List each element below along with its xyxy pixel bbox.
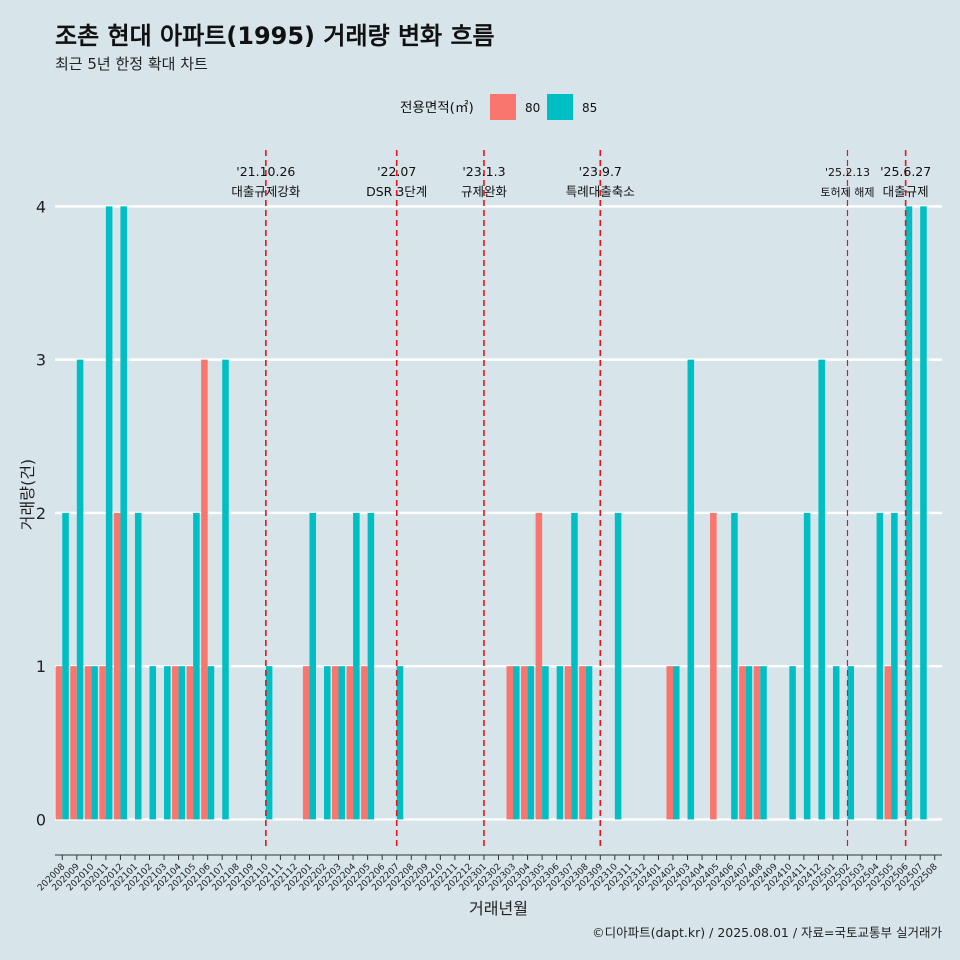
- bar-85-202412: [818, 359, 825, 820]
- event-name-label: 대출규제강화: [231, 184, 301, 199]
- bar-80-202106: [201, 359, 208, 820]
- bar-80-202405: [710, 512, 717, 820]
- bar-85-202008: [62, 512, 69, 820]
- bar-85-202103: [164, 666, 171, 820]
- bar-80-202009: [70, 666, 77, 820]
- legend-title: 전용면적(㎡): [400, 100, 474, 116]
- bar-85-202504: [876, 512, 884, 820]
- bar-80-202305: [535, 512, 543, 820]
- bar-85-202203: [338, 666, 346, 820]
- bar-85-202011: [105, 206, 113, 820]
- event-name-label: 규제완화: [461, 184, 508, 199]
- y-tick-label: 4: [36, 197, 46, 216]
- bar-85-202303: [513, 666, 520, 820]
- bar-85-202507: [920, 206, 927, 820]
- chart-title: 조촌 현대 아파트(1995) 거래량 변화 흐름: [55, 22, 495, 50]
- event-name-label: DSR 3단계: [366, 184, 427, 199]
- bar-85-202402: [672, 666, 680, 820]
- bar-85-202307: [571, 512, 578, 820]
- y-tick-label: 0: [36, 810, 46, 829]
- bar-85-202305: [542, 666, 549, 820]
- bar-85-202105: [193, 512, 200, 820]
- y-tick-label: 2: [36, 504, 46, 523]
- bar-80-202204: [346, 666, 354, 820]
- event-date-label: '23.9.7: [579, 164, 622, 179]
- bar-85-202411: [803, 512, 811, 820]
- bar-85-202101: [134, 512, 142, 820]
- bar-85-202205: [367, 512, 375, 820]
- bar-80-202307: [564, 666, 572, 820]
- bar-80-202402: [666, 666, 673, 820]
- event-date-label: '25.6.27: [880, 164, 931, 179]
- bar-85-202406: [731, 512, 738, 820]
- event-date-label: '23.1.3: [462, 164, 505, 179]
- bar-85-202410: [789, 666, 796, 820]
- bar-85-202506: [905, 206, 913, 820]
- event-name-label: 토허제 해제: [820, 185, 874, 199]
- bar-85-202202: [324, 666, 331, 820]
- bar-85-202104: [178, 666, 186, 820]
- x-axis-title: 거래년월: [469, 899, 528, 918]
- bar-80-202203: [332, 666, 339, 820]
- event-name-label: 대출규제: [883, 184, 929, 199]
- bar-80-202104: [172, 666, 179, 820]
- bar-80-202205: [361, 666, 368, 820]
- bar-85-202110: [265, 666, 273, 820]
- bar-85-202201: [309, 512, 317, 820]
- bar-80-202304: [521, 666, 528, 820]
- y-axis-title: 거래량(건): [18, 459, 37, 530]
- event-date-label: '21.10.26: [236, 164, 295, 179]
- legend-label-80: 80: [525, 101, 540, 115]
- bar-80-202201: [302, 666, 310, 820]
- event-date-label: '22.07: [377, 164, 416, 179]
- bar-80-202308: [579, 666, 586, 820]
- bar-85-202408: [760, 666, 767, 820]
- bar-85-202306: [556, 666, 564, 820]
- bar-85-202204: [353, 512, 360, 820]
- legend-swatch-85: [547, 94, 573, 120]
- bar-85-202012: [120, 206, 127, 820]
- event-name-label: 특례대출축소: [566, 184, 635, 199]
- bar-85-202304: [527, 666, 535, 820]
- bar-85-202407: [745, 666, 753, 820]
- bar-80-202011: [99, 666, 106, 820]
- bar-85-202501: [832, 666, 840, 820]
- bar-80-202010: [84, 666, 92, 820]
- bar-80-202303: [506, 666, 514, 820]
- bar-85-202107: [222, 359, 229, 820]
- bar-85-202310: [614, 512, 622, 820]
- bar-85-202502: [847, 666, 855, 820]
- bar-80-202012: [113, 512, 121, 820]
- bar-85-202010: [91, 666, 98, 820]
- legend-swatch-80: [490, 94, 516, 120]
- bar-85-202505: [891, 512, 898, 820]
- event-date-label: '25.2.13: [825, 166, 870, 179]
- bar-80-202407: [739, 666, 746, 820]
- bar-80-202505: [884, 666, 892, 820]
- chart-subtitle: 최근 5년 한정 확대 차트: [55, 55, 208, 73]
- bar-85-202308: [585, 666, 593, 820]
- bar-85-202009: [76, 359, 84, 820]
- y-tick-label: 3: [36, 351, 46, 370]
- bar-80-202408: [753, 666, 761, 820]
- bar-85-202102: [149, 666, 157, 820]
- bar-80-202008: [55, 666, 63, 820]
- bar-85-202403: [687, 359, 695, 820]
- bar-80-202105: [186, 666, 194, 820]
- legend-label-85: 85: [582, 101, 597, 115]
- bar-85-202106: [207, 666, 215, 820]
- chart-caption: ©디아파트(dapt.kr) / 2025.08.01 / 자료=국토교통부 실…: [592, 925, 942, 940]
- y-tick-label: 1: [36, 657, 46, 676]
- bar-85-202207: [396, 666, 404, 820]
